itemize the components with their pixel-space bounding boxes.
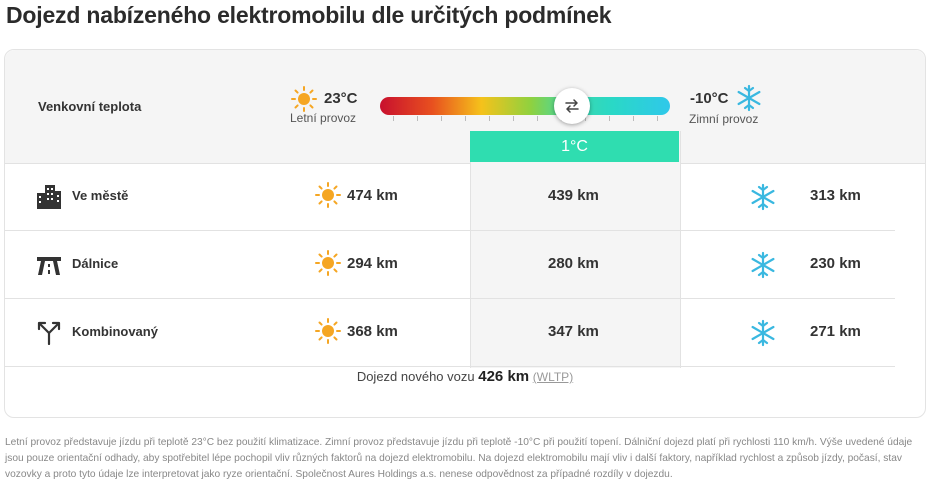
summer-range: 368 km xyxy=(347,323,398,340)
temperature-label: Venkovní teplota xyxy=(38,99,142,114)
summer-range: 294 km xyxy=(347,255,398,272)
summer-temp: 23°C xyxy=(324,90,358,107)
snowflake-icon xyxy=(749,319,777,352)
new-car-range-prefix: Dojezd nového vozu xyxy=(356,369,475,384)
winter-mode-label: Zimní provoz xyxy=(689,112,759,126)
row-label: Ve městě xyxy=(72,188,129,203)
row-label: Kombinovaný xyxy=(72,324,158,339)
current-range: 347 km xyxy=(548,323,599,340)
winter-range: 230 km xyxy=(810,255,861,272)
temperature-slider-handle[interactable] xyxy=(554,88,590,124)
range-card: Venkovní teplota 23°C Letní provoz xyxy=(4,49,926,418)
snowflake-icon xyxy=(749,251,777,284)
new-car-range-value: 426 km xyxy=(478,368,530,385)
summer-range: 474 km xyxy=(347,187,398,204)
highway-icon xyxy=(36,251,62,282)
disclaimer-text: Letní provoz představuje jízdu při teplo… xyxy=(5,437,913,480)
current-temp-badge: 1°C xyxy=(470,131,679,162)
wltp-link[interactable]: (WLTP) xyxy=(532,370,574,384)
winter-range: 313 km xyxy=(810,187,861,204)
city-buildings-icon xyxy=(36,183,62,214)
snowflake-icon xyxy=(735,84,763,117)
sun-icon xyxy=(315,318,341,349)
page-title: Dojezd nabízeného elektromobilu dle urči… xyxy=(6,2,612,28)
winter-range: 271 km xyxy=(810,323,861,340)
table-row: Kombinovaný 368 km 347 km xyxy=(5,299,895,367)
sun-icon xyxy=(315,250,341,281)
snowflake-icon xyxy=(749,183,777,216)
new-car-range: Dojezd nového vozu 426 km (WLTP) xyxy=(5,368,925,385)
table-row: Dálnice 294 km 280 km xyxy=(5,231,895,299)
sun-icon xyxy=(315,182,341,213)
current-temp-column xyxy=(470,131,681,368)
sun-icon xyxy=(291,86,317,117)
temperature-slider-track[interactable] xyxy=(380,97,670,115)
swap-arrows-icon xyxy=(563,97,581,120)
winter-temp: -10°C xyxy=(690,90,729,107)
split-route-icon xyxy=(36,319,62,350)
current-range: 280 km xyxy=(548,255,599,272)
table-row: Ve městě 474 km 439 km xyxy=(5,163,895,231)
current-range: 439 km xyxy=(548,187,599,204)
summer-mode-label: Letní provoz xyxy=(290,111,357,125)
slider-ticks xyxy=(393,116,663,122)
row-label: Dálnice xyxy=(72,256,119,271)
